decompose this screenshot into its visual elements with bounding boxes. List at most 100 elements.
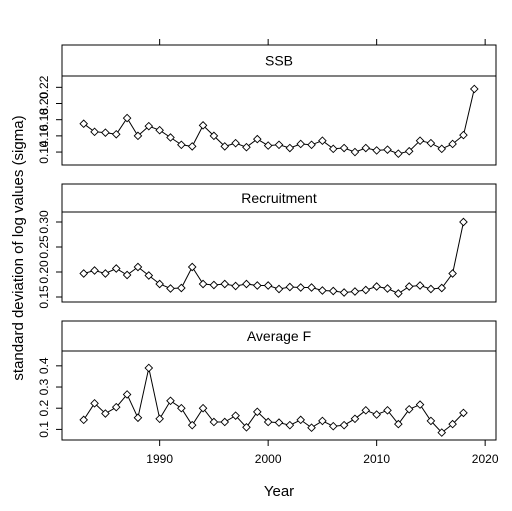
data-point (437, 428, 447, 437)
data-point (415, 136, 425, 146)
data-point (133, 413, 143, 423)
x-tick-label: 2020 (472, 452, 499, 466)
data-point (209, 131, 219, 141)
x-tick-label: 2000 (255, 452, 282, 466)
series-line (83, 221, 464, 295)
data-point (198, 403, 208, 413)
data-point (415, 400, 425, 409)
data-point (144, 271, 154, 280)
data-point (231, 281, 240, 291)
data-point (318, 416, 327, 426)
y-axis-label: standard deviation of log values (sigma) (10, 115, 27, 380)
data-point (459, 130, 468, 140)
data-point (285, 282, 295, 292)
data-point (209, 280, 219, 290)
data-point (101, 409, 110, 418)
data-point (383, 406, 392, 415)
data-point (339, 420, 349, 430)
data-point (252, 281, 262, 290)
data-point (220, 142, 230, 151)
data-point (285, 420, 295, 430)
data-point (426, 284, 436, 294)
data-point (122, 390, 132, 399)
data-point (350, 414, 360, 424)
data-point (263, 417, 273, 427)
data-point (90, 399, 99, 408)
y-tick-label: 0.15 (37, 285, 51, 309)
data-point (220, 417, 230, 427)
data-point (144, 121, 154, 131)
data-point (383, 284, 392, 293)
data-point (350, 287, 360, 296)
data-point (101, 128, 110, 137)
data-point (155, 125, 164, 135)
data-point (133, 262, 143, 272)
data-point (111, 264, 121, 273)
data-point (404, 282, 414, 291)
data-point (231, 138, 240, 148)
x-tick-label: 1990 (146, 452, 173, 466)
data-point (372, 410, 381, 419)
data-point (296, 415, 306, 425)
data-point (101, 269, 110, 278)
data-point (263, 141, 273, 150)
panel-title: Recruitment (241, 190, 317, 206)
data-point (155, 414, 164, 424)
data-point (404, 404, 414, 414)
series-line (83, 367, 464, 434)
y-tick-label: 0.14 (37, 140, 51, 164)
panel-title: SSB (265, 53, 293, 69)
data-point (296, 139, 306, 149)
y-tick-label: 0.2 (37, 400, 51, 417)
data-point (187, 262, 197, 272)
y-tick-label: 0.30 (37, 210, 51, 234)
data-point (187, 142, 197, 151)
data-point (469, 84, 479, 94)
data-point (394, 419, 403, 429)
data-point (177, 140, 186, 150)
y-tick-label: 0.16 (37, 124, 51, 148)
data-point (404, 146, 414, 156)
data-point (361, 143, 371, 153)
data-point (415, 281, 425, 290)
y-tick-label: 0.25 (37, 235, 51, 259)
y-tick-label: 0.22 (37, 75, 51, 99)
data-point (209, 417, 219, 427)
data-point (448, 419, 457, 429)
data-point (242, 279, 251, 289)
y-tick-label: 0.4 (37, 357, 51, 374)
data-point (328, 286, 338, 296)
data-point (79, 119, 89, 129)
y-tick-label: 0.20 (37, 260, 51, 284)
data-point (231, 411, 240, 420)
data-point (426, 416, 436, 426)
data-point (394, 289, 403, 298)
panel-1: Recruitment 0.150.200.250.30 (37, 183, 497, 309)
data-point (459, 217, 468, 227)
data-point (79, 269, 89, 278)
data-point (79, 415, 89, 425)
data-point (361, 406, 371, 415)
data-point (274, 140, 284, 150)
x-axis-label: Year (264, 483, 294, 500)
data-point (307, 423, 316, 433)
data-point (166, 396, 175, 406)
data-point (318, 136, 327, 146)
data-point (252, 134, 262, 144)
data-point (274, 418, 284, 427)
data-point (307, 140, 316, 150)
data-point (361, 285, 371, 295)
panel-frame (61, 320, 497, 441)
data-point (307, 283, 316, 292)
data-point (242, 142, 251, 152)
panel-frame (61, 44, 497, 166)
data-point (372, 146, 381, 155)
data-point (318, 286, 327, 295)
data-point (437, 144, 447, 154)
data-point (339, 288, 349, 297)
data-point (122, 113, 132, 123)
data-point (448, 269, 457, 278)
panel-title: Average F (247, 328, 311, 344)
y-tick-label: 0.18 (37, 108, 51, 132)
